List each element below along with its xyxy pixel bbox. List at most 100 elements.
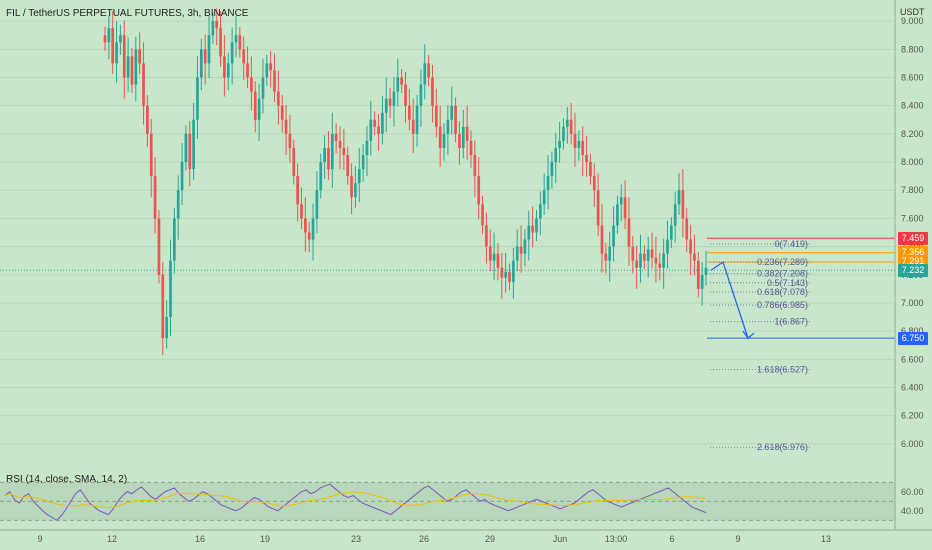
- candle-body: [504, 271, 508, 278]
- candle: [369, 100, 373, 156]
- candle-body: [142, 63, 145, 106]
- candle-body: [134, 49, 138, 85]
- candle: [342, 128, 346, 170]
- candle-body: [165, 317, 168, 339]
- y-tick-label: 9.000: [901, 16, 924, 26]
- candle-body: [354, 183, 357, 198]
- candle-body: [296, 176, 299, 205]
- candle: [157, 209, 161, 284]
- y-tick-label: 8.000: [901, 157, 924, 167]
- candle-body: [203, 49, 207, 64]
- candle: [149, 119, 153, 198]
- candle: [165, 300, 168, 349]
- candle: [388, 88, 392, 119]
- candle-body: [538, 204, 542, 219]
- candle: [277, 70, 280, 125]
- candle: [427, 54, 430, 86]
- candle-body: [646, 249, 650, 261]
- candle-body: [639, 253, 642, 268]
- candle: [176, 175, 180, 240]
- candle-body: [492, 253, 496, 261]
- fib-level-label: 0.618(7.078): [757, 287, 808, 297]
- candle-body: [685, 218, 689, 240]
- candle: [300, 187, 303, 229]
- candle-body: [334, 133, 338, 141]
- y-tick-label: 6.600: [901, 354, 924, 364]
- candle: [211, 12, 215, 44]
- rsi-indicator-label[interactable]: RSI (14, close, SMA, 14, 2): [6, 474, 128, 485]
- candle-body: [377, 126, 380, 134]
- candle-body: [431, 77, 434, 106]
- y-tick-label: 8.200: [901, 129, 924, 139]
- candle-body: [238, 35, 242, 50]
- y-tick-label: 8.600: [901, 73, 924, 83]
- candle: [538, 191, 542, 236]
- candle: [242, 36, 246, 81]
- candle-body: [130, 56, 134, 85]
- candle: [461, 109, 465, 159]
- candle-body: [477, 176, 481, 205]
- candle: [338, 126, 342, 170]
- candle: [199, 38, 203, 91]
- candle: [523, 228, 527, 267]
- candle: [558, 121, 561, 163]
- candle-body: [327, 147, 330, 170]
- candle: [700, 262, 704, 306]
- chart-title: FIL / TetherUS PERPETUAL FUTURES, 3h, BI…: [6, 8, 249, 19]
- candle: [419, 69, 423, 127]
- candle: [693, 234, 696, 276]
- candle-body: [311, 218, 315, 240]
- candle-body: [219, 28, 222, 57]
- candle: [600, 204, 604, 273]
- candle: [573, 112, 577, 167]
- candle: [327, 131, 330, 180]
- y-tick-label: 7.000: [901, 298, 924, 308]
- candle: [134, 36, 138, 102]
- price-badge: 6.750: [898, 331, 928, 345]
- candle-body: [669, 225, 673, 240]
- fib-level-label: 1.618(6.527): [757, 365, 808, 375]
- candle: [542, 173, 546, 215]
- candle-body: [608, 246, 612, 261]
- candle-body: [230, 42, 234, 64]
- candle-body: [438, 126, 442, 148]
- candle-body: [381, 112, 384, 134]
- candle: [384, 77, 388, 132]
- candle: [146, 95, 149, 147]
- candle: [681, 169, 685, 238]
- candle: [639, 234, 642, 283]
- x-tick-label: 9: [37, 534, 42, 544]
- candle-body: [373, 119, 377, 127]
- candle-body: [103, 35, 107, 43]
- candle: [115, 21, 118, 83]
- candle: [592, 163, 596, 208]
- y-tick-label: 6.000: [901, 439, 924, 449]
- candle: [662, 238, 665, 289]
- candle-body: [434, 105, 438, 127]
- candle: [126, 37, 130, 93]
- fib-level-label: 2.618(5.976): [757, 442, 808, 452]
- x-tick-label: 23: [351, 534, 361, 544]
- candle-body: [338, 140, 342, 148]
- candle: [246, 46, 249, 89]
- candle: [226, 52, 230, 91]
- candle: [438, 105, 442, 167]
- candle: [689, 224, 692, 275]
- candle: [253, 81, 257, 133]
- candle: [469, 130, 473, 168]
- x-tick-label: 6: [669, 534, 674, 544]
- candle: [608, 231, 612, 282]
- candle-body: [469, 140, 473, 155]
- candle-body: [577, 140, 581, 148]
- projection-arrow[interactable]: [710, 261, 749, 339]
- candle: [654, 236, 658, 283]
- candle: [442, 123, 446, 161]
- candle: [535, 209, 538, 241]
- candle-body: [531, 225, 534, 233]
- candle: [677, 173, 681, 215]
- candle-body: [612, 225, 615, 247]
- candle-body: [535, 218, 538, 233]
